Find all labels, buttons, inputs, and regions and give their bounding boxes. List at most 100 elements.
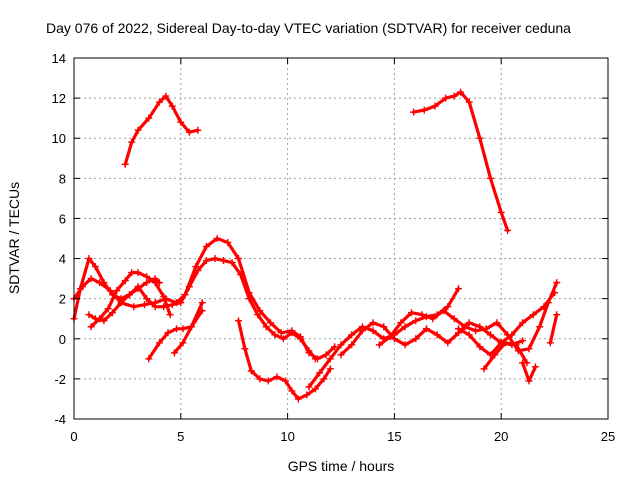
- data-point: [294, 395, 302, 403]
- data-point: [540, 303, 548, 311]
- data-point: [401, 341, 409, 349]
- data-point: [519, 319, 527, 327]
- data-point: [504, 226, 512, 234]
- data-point: [380, 323, 388, 331]
- data-point: [305, 347, 313, 355]
- data-point: [179, 339, 187, 347]
- data-point: [198, 299, 206, 307]
- series-line: [339, 321, 525, 357]
- data-point: [140, 301, 148, 309]
- data-point: [130, 303, 138, 311]
- data-point: [348, 331, 356, 339]
- plot-frame: [73, 57, 609, 420]
- data-point: [241, 345, 249, 353]
- y-tick-label: -2: [54, 372, 66, 387]
- data-point: [358, 327, 366, 335]
- data-point: [76, 285, 84, 293]
- data-point: [454, 325, 462, 333]
- data-point: [497, 208, 505, 216]
- data-point: [288, 387, 296, 395]
- y-tick-label: -4: [54, 412, 66, 427]
- data-point: [234, 317, 242, 325]
- data-point: [168, 301, 176, 309]
- data-point: [155, 279, 163, 287]
- y-tick-label: 2: [59, 292, 66, 307]
- data-point: [164, 329, 172, 337]
- series-line: [87, 277, 161, 323]
- x-tick-label: 15: [387, 429, 401, 444]
- data-point: [450, 92, 458, 100]
- data-point: [525, 345, 533, 353]
- x-tick-label: 0: [70, 429, 77, 444]
- data-point: [143, 295, 151, 303]
- data-point: [311, 355, 319, 363]
- series-arc-p: [546, 311, 561, 347]
- data-point: [256, 375, 264, 383]
- data-point: [476, 343, 484, 351]
- data-point: [418, 311, 426, 319]
- data-point: [390, 335, 398, 343]
- data-point: [303, 391, 311, 399]
- data-point: [145, 114, 153, 122]
- data-point: [100, 279, 108, 287]
- data-point: [170, 349, 178, 357]
- data-point: [482, 325, 490, 333]
- series-line: [412, 90, 510, 233]
- data-point: [100, 317, 108, 325]
- ticks: 0 5 10 15 20 25 -4 -2 0 2 4 6 8 10 12 14: [52, 51, 616, 444]
- data-point: [491, 351, 499, 359]
- data-point: [525, 377, 533, 385]
- data-point: [91, 315, 99, 323]
- data-point: [553, 279, 561, 287]
- data-point: [267, 319, 275, 327]
- data-point: [245, 295, 253, 303]
- y-tick-label: 8: [59, 171, 66, 186]
- data-point: [237, 271, 245, 279]
- data-point: [126, 291, 134, 299]
- series-arc-f: [85, 275, 163, 325]
- data-point: [508, 331, 516, 339]
- data-point: [442, 94, 450, 102]
- data-point: [410, 108, 418, 116]
- data-point: [143, 273, 151, 281]
- data-point: [519, 359, 527, 367]
- data-point: [160, 293, 168, 301]
- data-point: [546, 339, 554, 347]
- series-line: [172, 309, 204, 355]
- data-point: [433, 331, 441, 339]
- data-point: [465, 331, 473, 339]
- data-point: [551, 289, 559, 297]
- y-axis-title: SDTVAR / TECUs: [6, 182, 22, 294]
- data-point: [91, 263, 99, 271]
- data-point: [288, 329, 296, 337]
- data-point: [420, 106, 428, 114]
- data-point: [128, 269, 136, 277]
- data-point: [429, 315, 437, 323]
- data-point: [279, 335, 287, 343]
- data-point: [173, 325, 181, 333]
- data-point: [256, 307, 264, 315]
- y-tick-label: 6: [59, 211, 66, 226]
- data-point: [185, 283, 193, 291]
- data-point: [194, 267, 202, 275]
- data-point: [337, 341, 345, 349]
- data-point: [501, 339, 509, 347]
- data-point: [198, 307, 206, 315]
- series-arc-n: [480, 339, 531, 373]
- data-point: [326, 355, 334, 363]
- data-point: [348, 341, 356, 349]
- data-point: [155, 98, 163, 106]
- data-point: [305, 383, 313, 391]
- data-point: [536, 323, 544, 331]
- data-point: [185, 128, 193, 136]
- data-point: [202, 257, 210, 265]
- data-point: [202, 243, 210, 251]
- series-arc-b: [410, 88, 512, 234]
- y-tick-label: 14: [52, 51, 66, 66]
- data-point: [440, 307, 448, 315]
- data-point: [461, 323, 469, 331]
- data-point: [113, 287, 121, 295]
- series-arc-i: [234, 317, 334, 403]
- data-point: [493, 319, 501, 327]
